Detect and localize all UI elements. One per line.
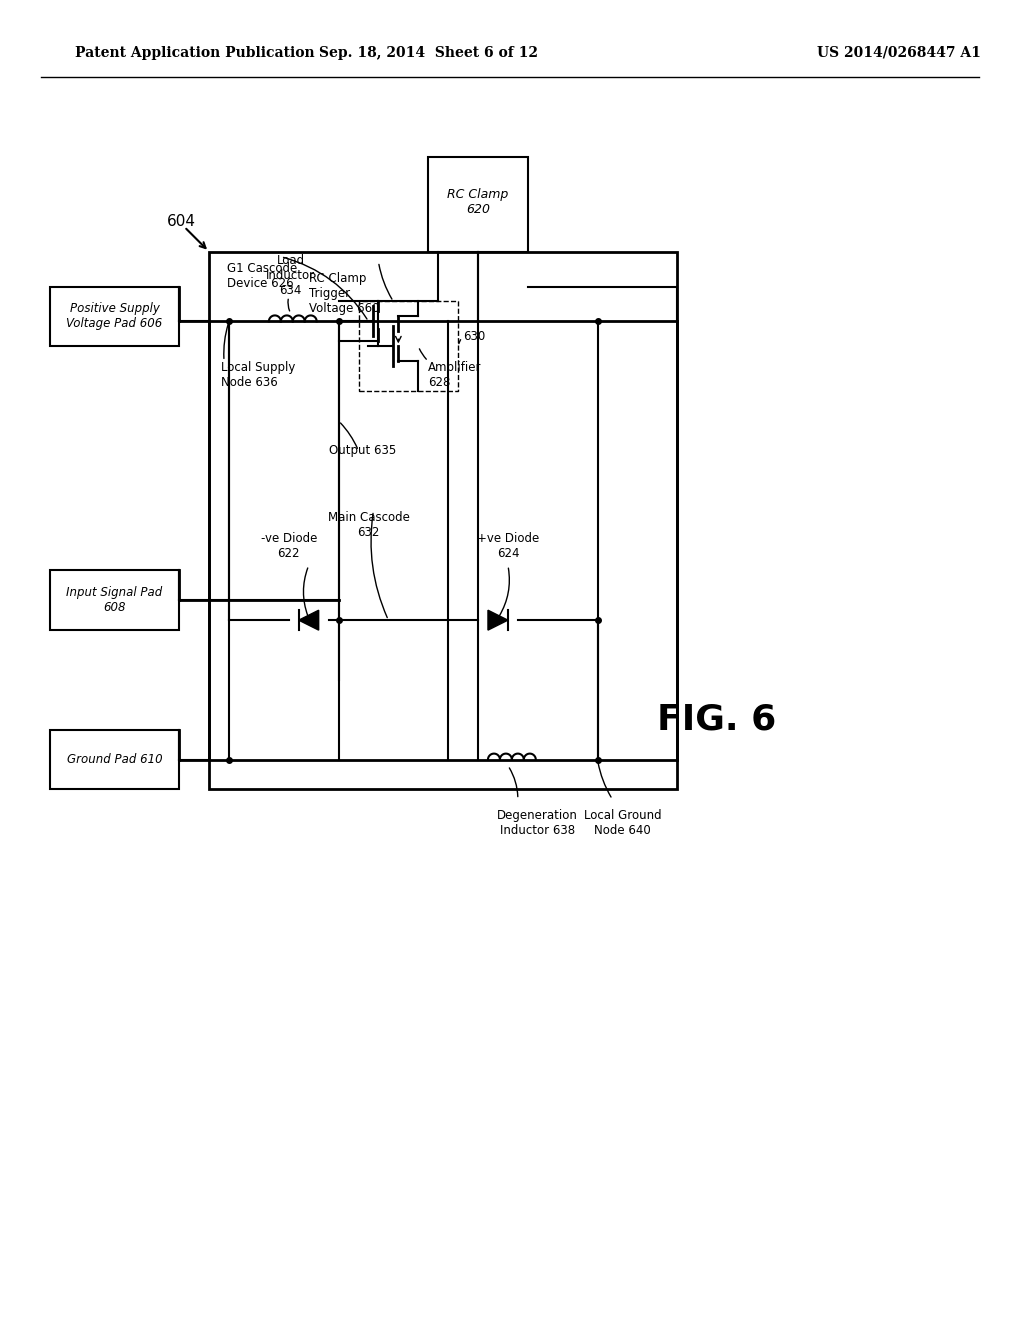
- Text: 604: 604: [167, 214, 197, 230]
- Text: Ground Pad 610: Ground Pad 610: [67, 754, 163, 766]
- Text: 630: 630: [463, 330, 485, 343]
- Text: Output 635: Output 635: [329, 445, 396, 457]
- Text: Degeneration
Inductor 638: Degeneration Inductor 638: [498, 809, 579, 837]
- Text: Sep. 18, 2014  Sheet 6 of 12: Sep. 18, 2014 Sheet 6 of 12: [318, 45, 538, 59]
- Polygon shape: [299, 610, 318, 630]
- Text: US 2014/0268447 A1: US 2014/0268447 A1: [816, 45, 981, 59]
- Bar: [50, 570, 179, 630]
- Text: Local Supply
Node 636: Local Supply Node 636: [221, 362, 296, 389]
- Text: Local Ground
Node 640: Local Ground Node 640: [584, 809, 662, 837]
- Text: RC Clamp
620: RC Clamp 620: [447, 187, 509, 216]
- Text: Positive Supply
Voltage Pad 606: Positive Supply Voltage Pad 606: [67, 302, 163, 330]
- Text: G1 Cascode
Device 626: G1 Cascode Device 626: [227, 261, 297, 289]
- Text: RC Clamp
Trigger
Voltage 660: RC Clamp Trigger Voltage 660: [308, 272, 379, 314]
- Bar: [358, 301, 458, 391]
- Text: Amplifier
628: Amplifier 628: [428, 362, 481, 389]
- Polygon shape: [488, 610, 508, 630]
- Text: +ve Diode
624: +ve Diode 624: [477, 532, 539, 561]
- Text: Input Signal Pad
608: Input Signal Pad 608: [67, 586, 163, 614]
- Text: -ve Diode
622: -ve Diode 622: [261, 532, 317, 561]
- Text: Patent Application Publication: Patent Application Publication: [75, 45, 314, 59]
- Bar: [50, 286, 179, 346]
- Text: FIG. 6: FIG. 6: [657, 702, 776, 737]
- Bar: [209, 252, 677, 789]
- Bar: [50, 730, 179, 789]
- Text: Main Cascode
632: Main Cascode 632: [328, 511, 410, 539]
- Text: Load
Inductor
634: Load Inductor 634: [266, 253, 315, 297]
- Bar: [428, 157, 527, 252]
